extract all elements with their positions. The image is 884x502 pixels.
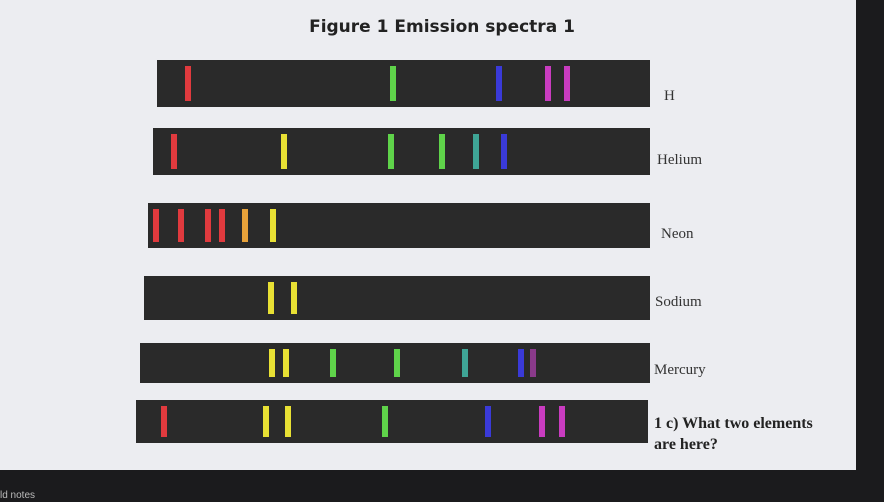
- spectrum-strip: [157, 60, 650, 107]
- emission-line: [242, 209, 248, 242]
- spectrum-label: Mercury: [654, 362, 706, 378]
- figure-title: Figure 1 Emission spectra 1: [309, 17, 575, 37]
- spectrum-strip: [148, 203, 650, 248]
- emission-line: [394, 349, 400, 377]
- emission-line: [518, 349, 524, 377]
- emission-line: [530, 349, 536, 377]
- emission-line: [178, 209, 184, 242]
- emission-line: [390, 66, 396, 101]
- emission-line: [161, 406, 167, 437]
- emission-line: [219, 209, 225, 242]
- emission-line: [439, 134, 445, 169]
- emission-line: [269, 349, 275, 377]
- spectrum-strip: [153, 128, 650, 175]
- emission-line: [291, 282, 297, 314]
- spectrum-label: Sodium: [655, 294, 702, 310]
- emission-line: [496, 66, 502, 101]
- emission-line: [285, 406, 291, 437]
- spectrum-label: Helium: [657, 152, 702, 168]
- emission-line: [270, 209, 276, 242]
- spectrum-label: H: [664, 88, 675, 104]
- emission-line: [185, 66, 191, 101]
- emission-line: [281, 134, 287, 169]
- emission-line: [382, 406, 388, 437]
- footer-text: ld notes: [0, 490, 35, 501]
- emission-line: [330, 349, 336, 377]
- emission-line: [545, 66, 551, 101]
- emission-line: [485, 406, 491, 437]
- question-text: 1 c) What two elements: [654, 415, 813, 432]
- question-text: are here?: [654, 436, 718, 453]
- emission-line: [462, 349, 468, 377]
- emission-line: [539, 406, 545, 437]
- emission-line: [473, 134, 479, 169]
- emission-line: [268, 282, 274, 314]
- emission-line: [205, 209, 211, 242]
- spectrum-label: Neon: [661, 226, 694, 242]
- emission-line: [388, 134, 394, 169]
- emission-line: [283, 349, 289, 377]
- emission-line: [263, 406, 269, 437]
- spectrum-strip: [136, 400, 648, 443]
- emission-line: [501, 134, 507, 169]
- emission-line: [559, 406, 565, 437]
- spectrum-strip: [144, 276, 650, 320]
- emission-line: [564, 66, 570, 101]
- emission-line: [171, 134, 177, 169]
- emission-line: [153, 209, 159, 242]
